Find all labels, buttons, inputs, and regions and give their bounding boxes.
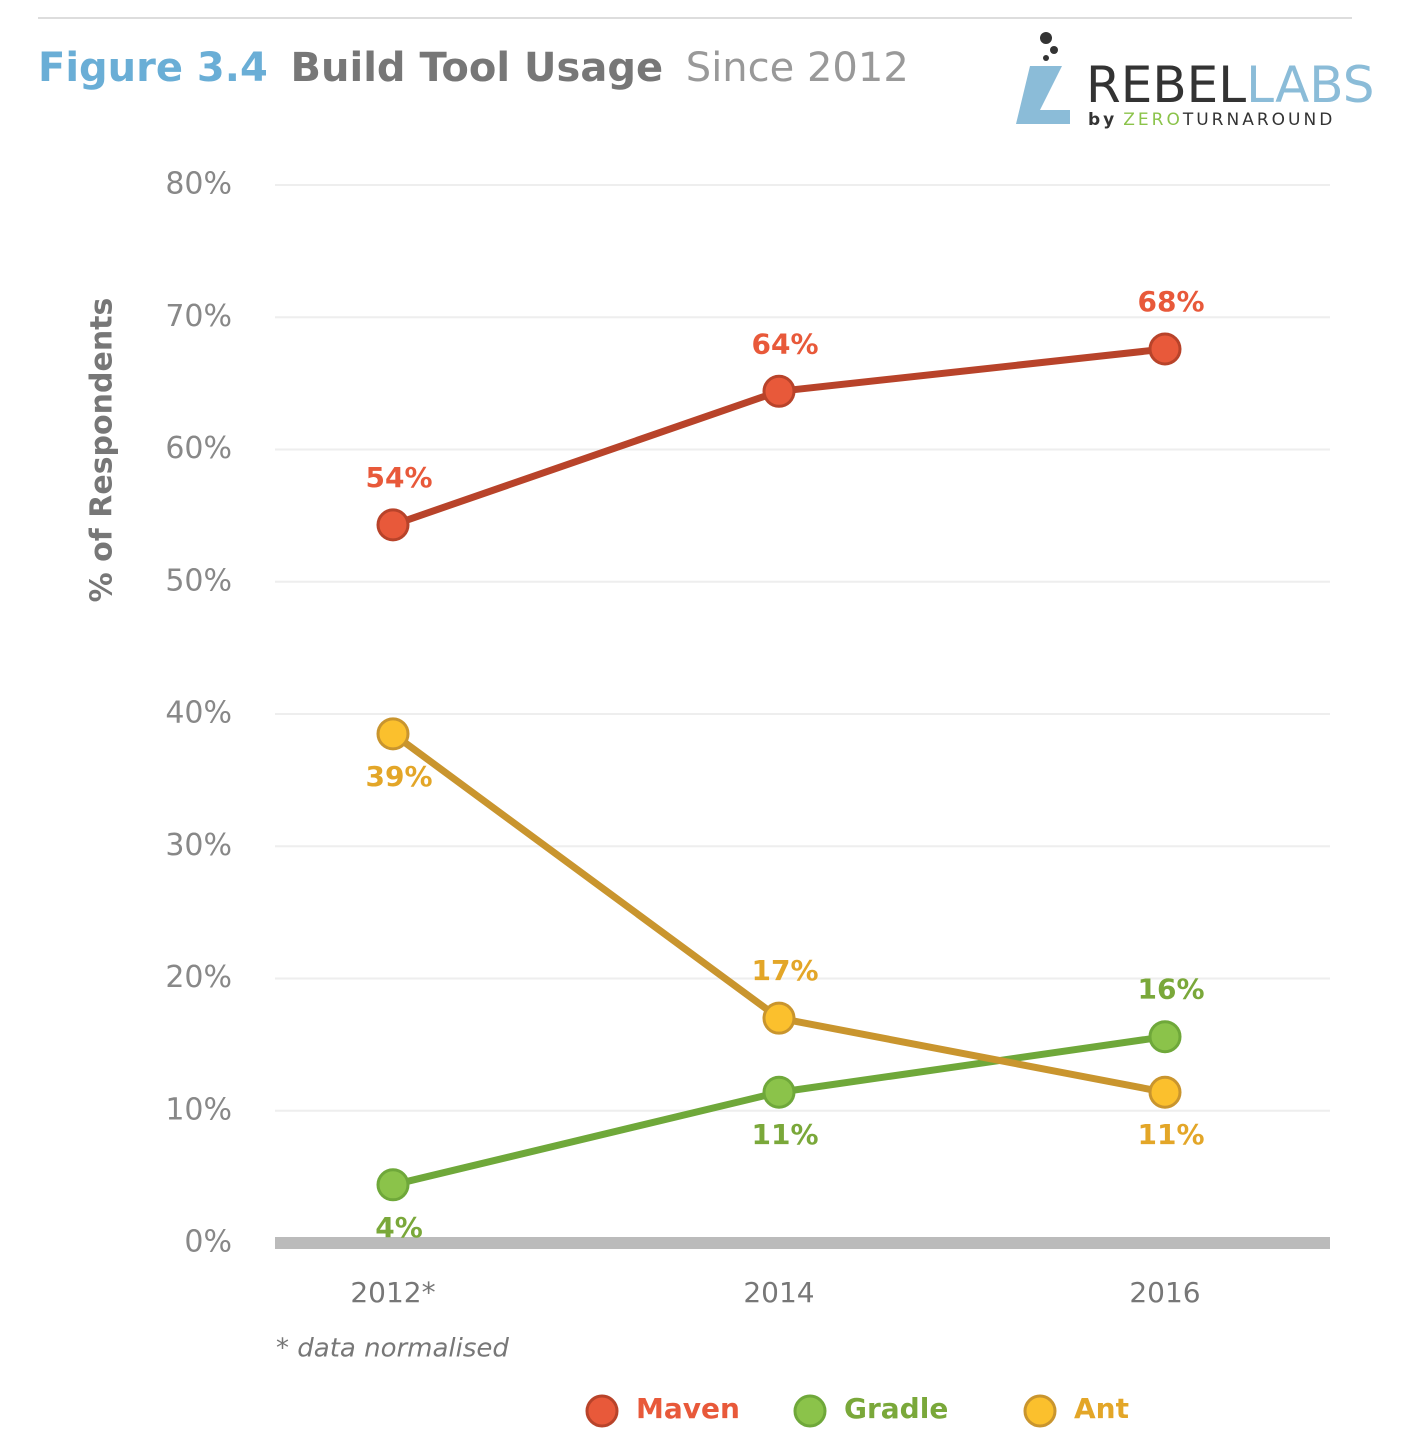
data-point xyxy=(1148,1020,1182,1054)
logo: REBELLABS by ZEROTURNAROUND xyxy=(1016,32,1374,130)
y-tick-label: 60% xyxy=(165,431,232,466)
legend-marker xyxy=(1023,1394,1057,1428)
logo-labs: LABS xyxy=(1246,56,1374,114)
data-label: 39% xyxy=(365,760,432,793)
data-point xyxy=(376,1168,410,1202)
x-tick-label: 2016 xyxy=(1129,1276,1200,1309)
y-tick-label: 70% xyxy=(165,299,232,334)
legend-label: Gradle xyxy=(844,1392,948,1425)
data-label: 17% xyxy=(751,954,818,987)
data-label: 68% xyxy=(1137,285,1204,318)
logo-rebel-text: REBEL xyxy=(1086,56,1246,114)
data-label: 11% xyxy=(751,1118,818,1151)
logo-by: by ZEROTURNAROUND xyxy=(1088,110,1335,130)
series-line xyxy=(390,731,1166,1096)
legend-label: Maven xyxy=(636,1392,740,1425)
logo-by-text: by xyxy=(1088,110,1117,130)
data-point xyxy=(1148,332,1182,366)
data-point xyxy=(1148,1075,1182,1109)
data-point xyxy=(376,717,410,751)
data-label: 16% xyxy=(1137,973,1204,1006)
data-point xyxy=(376,508,410,542)
y-tick-label: 40% xyxy=(165,696,232,731)
title: Build Tool Usage xyxy=(291,45,664,91)
data-label: 64% xyxy=(751,327,818,360)
legend-marker xyxy=(793,1394,827,1428)
y-tick-label: 20% xyxy=(165,960,232,995)
x-tick-label: 2014 xyxy=(743,1276,814,1309)
footnote: * data normalised xyxy=(276,1334,509,1364)
y-tick-label: 0% xyxy=(184,1225,232,1260)
data-point xyxy=(762,1001,796,1035)
logo-zero: ZERO xyxy=(1123,110,1183,130)
data-label: 54% xyxy=(365,461,432,494)
subtitle: Since 2012 xyxy=(686,45,909,91)
y-tick-label: 80% xyxy=(165,167,232,202)
logo-turnaround: TURNAROUND xyxy=(1182,110,1335,130)
y-tick-label: 10% xyxy=(165,1092,232,1127)
y-tick-label: 30% xyxy=(165,828,232,863)
data-label: 4% xyxy=(375,1211,423,1244)
data-point xyxy=(762,374,796,408)
figure-number: Figure 3.4 xyxy=(38,45,268,91)
data-point xyxy=(762,1075,796,1109)
data-label: 11% xyxy=(1137,1118,1204,1151)
logo-rebel: REBELLABS xyxy=(1086,56,1374,114)
chart-title: Figure 3.4 Build Tool Usage Since 2012 xyxy=(38,45,909,91)
x-tick-label: 2012* xyxy=(350,1276,435,1309)
legend-marker xyxy=(585,1394,619,1428)
legend-label: Ant xyxy=(1074,1392,1129,1425)
y-axis-label: % of Respondents xyxy=(85,298,120,603)
y-tick-label: 50% xyxy=(165,563,232,598)
